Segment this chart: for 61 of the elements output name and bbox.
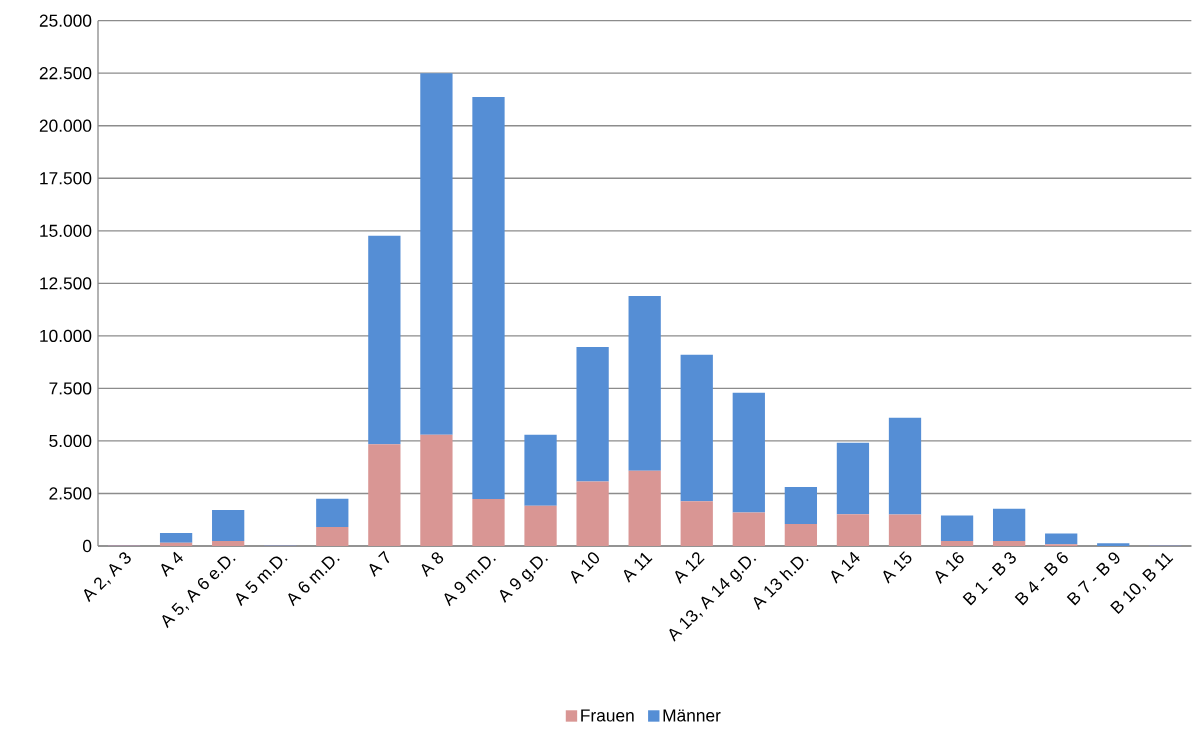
x-tick-label: A 9 g.D. [499,556,548,603]
x-tick-label: A 14 [831,551,860,584]
y-tick-label: 2.500 [49,487,92,500]
bar [524,505,557,546]
x-tick-label: A 11 [623,552,653,583]
bar [212,510,245,541]
y-tick-label: 5.000 [49,434,92,448]
bar [159,532,193,543]
bar [836,514,870,546]
bar [888,514,922,546]
bar [888,417,922,515]
bar [524,434,557,506]
legend-label: Frauen [581,709,634,722]
bar [212,540,245,546]
bar [472,498,505,546]
bar [1045,533,1078,545]
bar [368,444,401,546]
bar [628,295,661,471]
bar [784,523,818,546]
bar [316,498,349,528]
y-tick-label: 7.500 [49,382,92,395]
bar [940,515,974,541]
bar [420,434,453,546]
x-tick-label: A 7 [369,550,390,577]
y-tick-label: 15.000 [40,224,92,237]
x-tick-label: A 2, A 3 [84,552,131,603]
x-tick-label: A 15 [883,551,912,584]
bar [836,442,870,515]
y-tick-label: 12.500 [40,277,92,290]
bar [940,540,974,546]
x-tick-label: A 8 [421,552,444,578]
y-tick-label: 0 [82,539,92,553]
bar [680,354,713,502]
x-tick-label: A 10 [570,552,600,584]
bar [1097,543,1130,546]
y-tick-label: 22.500 [39,67,92,80]
bar [992,508,1026,541]
bar [628,470,661,546]
bar [576,347,609,482]
y-tick-label: 20.000 [39,119,92,132]
x-tick-label: A 12 [675,552,705,584]
bar [576,481,609,546]
bar [680,501,713,546]
bar [159,542,193,546]
legend-label: Männer [663,709,721,722]
x-tick-label: A 5 m.D. [236,556,288,607]
bar [784,486,818,524]
x-tick-label: A 16 [935,552,964,584]
x-tick-label: A 4 [161,551,183,577]
x-tick-label: A 6 m.D. [288,556,340,607]
y-tick-label: 10.000 [40,329,92,342]
bar [420,73,453,435]
bar [472,96,505,499]
y-tick-label: 25.000 [39,14,92,27]
y-tick-label: 17.500 [40,172,92,185]
bar [992,540,1026,546]
bar [732,392,765,513]
bar [368,235,401,445]
bar [732,512,765,546]
x-tick-label: A 9 m.D. [444,556,496,607]
bar [316,527,349,546]
